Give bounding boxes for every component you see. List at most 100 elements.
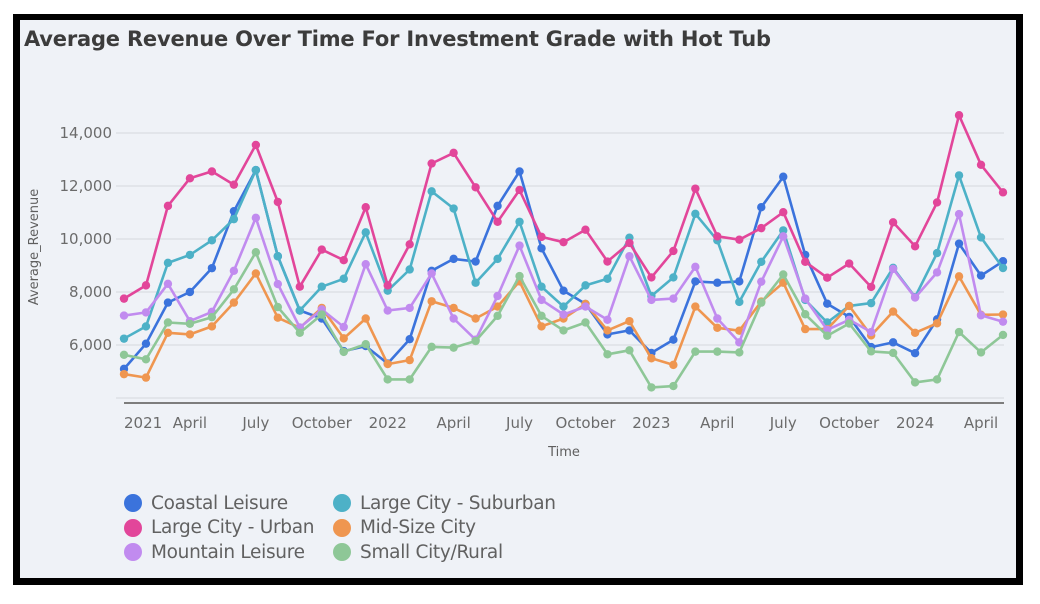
data-point[interactable] [757,298,766,307]
data-point[interactable] [910,328,920,338]
data-point[interactable] [647,383,656,392]
legend-item[interactable]: Mountain Leisure [124,540,333,565]
data-point[interactable] [251,269,261,278]
data-point[interactable] [273,302,283,312]
data-point[interactable] [119,334,129,343]
data-point[interactable] [339,347,348,357]
data-point[interactable] [603,274,612,283]
data-point[interactable] [801,257,810,266]
data-point[interactable] [910,293,920,302]
data-point[interactable] [779,232,788,241]
data-point[interactable] [251,140,261,150]
data-point[interactable] [383,306,392,315]
data-point[interactable] [735,326,744,335]
data-point[interactable] [844,301,854,311]
data-point[interactable] [427,297,436,306]
data-point[interactable] [207,312,217,322]
data-point[interactable] [757,257,766,266]
data-point[interactable] [119,369,129,379]
data-point[interactable] [207,167,217,176]
data-point[interactable] [427,187,436,196]
data-point[interactable] [537,322,546,331]
data-point[interactable] [163,328,173,338]
data-point[interactable] [779,208,788,217]
data-point[interactable] [273,279,283,289]
data-point[interactable] [493,291,502,301]
data-point[interactable] [207,263,217,273]
data-point[interactable] [888,264,898,274]
data-point[interactable] [625,238,634,248]
data-point[interactable] [844,259,854,268]
data-point[interactable] [295,328,304,338]
data-point[interactable] [141,322,151,331]
data-point[interactable] [581,281,590,290]
data-point[interactable] [669,360,678,370]
data-point[interactable] [273,252,283,261]
data-point[interactable] [119,294,129,303]
data-point[interactable] [625,326,634,335]
data-point[interactable] [141,373,151,382]
data-point[interactable] [141,281,151,290]
data-point[interactable] [229,214,239,224]
data-point[interactable] [471,183,480,192]
data-point[interactable] [361,228,370,237]
data-point[interactable] [163,318,173,327]
data-point[interactable] [449,254,458,264]
data-point[interactable] [669,273,678,282]
data-point[interactable] [581,318,590,327]
data-point[interactable] [647,295,656,305]
data-point[interactable] [603,315,612,325]
data-point[interactable] [295,282,304,291]
data-point[interactable] [735,277,744,286]
data-point[interactable] [537,282,546,291]
data-point[interactable] [757,223,766,233]
data-point[interactable] [383,281,392,290]
data-point[interactable] [405,375,414,384]
data-point[interactable] [405,265,414,274]
data-point[interactable] [932,198,942,207]
data-point[interactable] [801,294,810,303]
data-point[interactable] [493,217,502,226]
legend-item[interactable]: Large City - Urban [124,516,333,541]
data-point[interactable] [603,350,612,359]
data-point[interactable] [449,303,458,313]
data-point[interactable] [976,348,986,357]
data-point[interactable] [251,248,261,257]
data-point[interactable] [185,287,195,297]
data-point[interactable] [735,348,744,357]
data-point[interactable] [888,348,898,358]
data-point[interactable] [888,307,898,316]
data-point[interactable] [691,209,700,219]
data-point[interactable] [910,349,920,358]
data-point[interactable] [735,235,744,244]
data-point[interactable] [976,233,986,242]
data-point[interactable] [185,330,195,339]
data-point[interactable] [998,330,1008,340]
data-point[interactable] [669,294,678,303]
data-point[interactable] [691,184,700,193]
data-point[interactable] [163,258,173,268]
data-point[interactable] [449,148,458,158]
data-point[interactable] [273,313,283,322]
data-point[interactable] [493,201,502,211]
data-point[interactable] [669,246,678,256]
data-point[interactable] [976,160,986,169]
data-point[interactable] [405,303,414,313]
data-point[interactable] [449,343,458,352]
data-point[interactable] [735,297,744,307]
data-point[interactable] [713,347,722,356]
data-point[interactable] [932,248,942,258]
data-point[interactable] [866,282,876,292]
data-point[interactable] [691,302,700,311]
data-point[interactable] [559,326,568,335]
data-point[interactable] [537,311,546,321]
data-point[interactable] [779,226,788,235]
data-point[interactable] [779,270,788,279]
data-point[interactable] [141,308,151,317]
data-point[interactable] [669,335,678,344]
data-point[interactable] [625,346,634,355]
data-point[interactable] [383,359,392,369]
data-point[interactable] [493,311,502,321]
data-point[interactable] [361,314,370,323]
data-point[interactable] [713,323,722,332]
